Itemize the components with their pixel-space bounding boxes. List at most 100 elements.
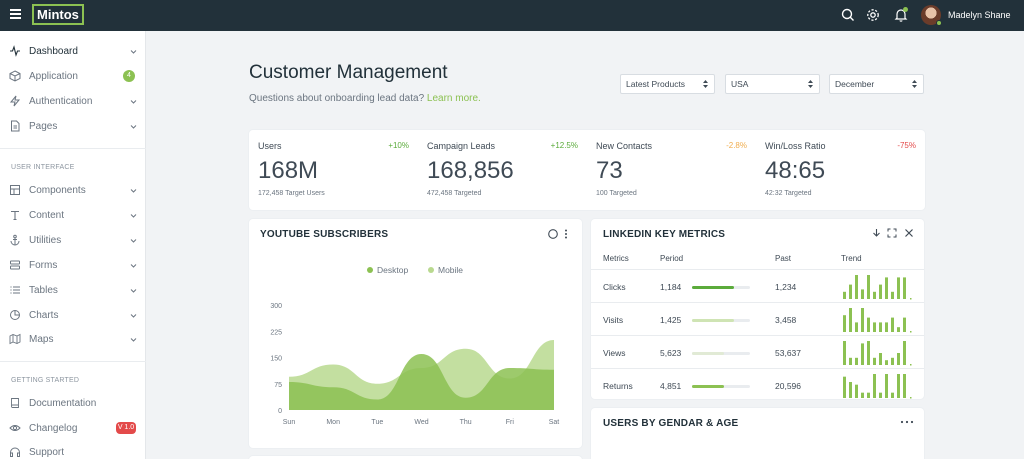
sidebar: Dashboard Application 4 Authentication P… (0, 31, 146, 459)
user-name[interactable]: Madelyn Shane (948, 10, 1011, 20)
sparkline-bar (891, 291, 894, 299)
sparkline-bar (879, 322, 882, 332)
trend-sparkline (843, 275, 912, 300)
y-tick-label: 75 (274, 382, 282, 389)
metric-name: Clicks (603, 282, 626, 292)
youtube-subscribers-card: YOUTUBE SUBSCRIBERS Desktop Mobile 0 75 150 2… (249, 219, 582, 448)
sparkline-bar (897, 277, 900, 299)
progress-fill (692, 286, 734, 289)
fullscreen-icon[interactable] (887, 228, 897, 238)
past-value: 20,596 (775, 381, 801, 391)
sidebar-item-charts[interactable]: Charts (0, 303, 146, 327)
column-header-trend: Trend (841, 254, 862, 263)
circle-options-icon[interactable] (547, 228, 559, 240)
sidebar-item-application[interactable]: Application 4 (0, 64, 146, 88)
period-value: 5,623 (660, 348, 682, 358)
stat-change: +10% (388, 141, 409, 150)
stat-target: 172,458 Target Users (258, 190, 325, 197)
chevron-down-icon (130, 337, 137, 342)
sidebar-item-pages[interactable]: Pages (0, 114, 146, 138)
online-status-dot (936, 20, 942, 26)
select-value: Latest Products (626, 79, 686, 89)
sparkline-bar (849, 284, 852, 299)
page-title: Customer Management (249, 62, 448, 83)
x-tick-label: Sun (283, 419, 296, 426)
brand-logo[interactable]: Mintos (32, 4, 84, 25)
card-title: USERS BY GENDAR & AGE (603, 418, 739, 429)
subtitle-text: Questions about onboarding lead data? (249, 93, 425, 104)
month-filter-select[interactable]: December (829, 74, 924, 94)
table-row: Views 5,623 53,637 (591, 335, 924, 368)
list-icon (10, 286, 20, 294)
stat-win-loss-ratio: Win/Loss Ratio -75% 48:65 42:32 Targeted (756, 130, 925, 210)
stat-users: Users +10% 168M 172,458 Target Users (249, 130, 418, 210)
sparkline-bar (903, 341, 906, 365)
column-header-metrics: Metrics (603, 254, 629, 263)
learn-more-link[interactable]: Learn more. (426, 93, 481, 104)
sidebar-item-label: Utilities (29, 234, 62, 246)
table-row: Clicks 1,184 1,234 (591, 269, 924, 302)
sparkline-bar (885, 374, 888, 398)
sparkline-bar (843, 291, 846, 299)
sidebar-item-documentation[interactable]: Documentation (0, 391, 146, 415)
sparkline-bar (867, 275, 870, 299)
stat-change: +12.5% (550, 141, 578, 150)
table-row: Visits 1,425 3,458 (591, 302, 924, 335)
sidebar-item-dashboard[interactable]: Dashboard (0, 39, 146, 63)
stat-value: 168M (258, 157, 319, 184)
sidebar-item-changelog[interactable]: Changelog V 1.0 (0, 416, 146, 440)
trend-sparkline (843, 308, 912, 333)
country-filter-select[interactable]: USA (725, 74, 820, 94)
headphones-icon (10, 447, 20, 457)
sparkline-bar (867, 341, 870, 365)
search-icon[interactable] (840, 7, 856, 23)
sparkline-bar (903, 374, 906, 398)
stat-new-contacts: New Contacts -2.8% 73 100 Targeted (587, 130, 756, 210)
sparkline-bar (891, 392, 894, 398)
sidebar-item-tables[interactable]: Tables (0, 278, 146, 302)
close-icon[interactable] (904, 228, 914, 238)
legend-marker (428, 267, 434, 273)
stat-value: 73 (596, 157, 623, 184)
x-tick-label: Wed (414, 419, 428, 426)
sidebar-item-content[interactable]: Content (0, 203, 146, 227)
card-title: YOUTUBE SUBSCRIBERS (260, 229, 389, 240)
stats-card: Users +10% 168M 172,458 Target Users Cam… (249, 130, 925, 210)
x-tick-label: Thu (460, 419, 472, 426)
hamburger-menu-icon[interactable] (10, 9, 21, 19)
sidebar-divider (0, 148, 146, 149)
sidebar-item-support[interactable]: Support (0, 440, 146, 459)
stat-campaign-leads: Campaign Leads +12.5% 168,856 472,458 Ta… (418, 130, 587, 210)
period-progress-bar (692, 352, 750, 355)
sparkline-bar (855, 384, 858, 398)
column-header-period: Period (660, 254, 684, 263)
stat-value: 48:65 (765, 157, 826, 184)
past-value: 3,458 (775, 315, 797, 325)
download-icon[interactable] (872, 228, 881, 238)
products-filter-select[interactable]: Latest Products (620, 74, 715, 94)
sidebar-item-utilities[interactable]: Utilities (0, 228, 146, 252)
sparkline-bar (879, 353, 882, 365)
sidebar-section-title: USER INTERFACE (11, 164, 75, 171)
metric-name: Returns (603, 381, 633, 391)
sidebar-divider (0, 361, 146, 362)
sparkline-bar (867, 392, 870, 398)
sidebar-item-label: Maps (29, 333, 54, 345)
stat-label: Campaign Leads (427, 141, 496, 151)
settings-gear-icon[interactable] (865, 7, 881, 23)
sidebar-item-components[interactable]: Components (0, 178, 146, 202)
sidebar-item-forms[interactable]: Forms (0, 253, 146, 277)
sidebar-item-authentication[interactable]: Authentication (0, 89, 146, 113)
sparkline-bar (879, 284, 882, 299)
pie-chart-icon (10, 310, 20, 320)
sparkline-bar (861, 392, 864, 398)
sidebar-item-label: Content (29, 209, 65, 221)
select-value: December (835, 79, 875, 89)
more-horizontal-icon[interactable] (900, 420, 914, 424)
more-vertical-icon[interactable] (563, 228, 569, 240)
sidebar-item-maps[interactable]: Maps (0, 327, 146, 351)
sparkline-bar (861, 343, 864, 365)
sparkline-bar (861, 308, 864, 332)
period-progress-bar (692, 319, 750, 322)
sparkline-bar (843, 315, 846, 332)
